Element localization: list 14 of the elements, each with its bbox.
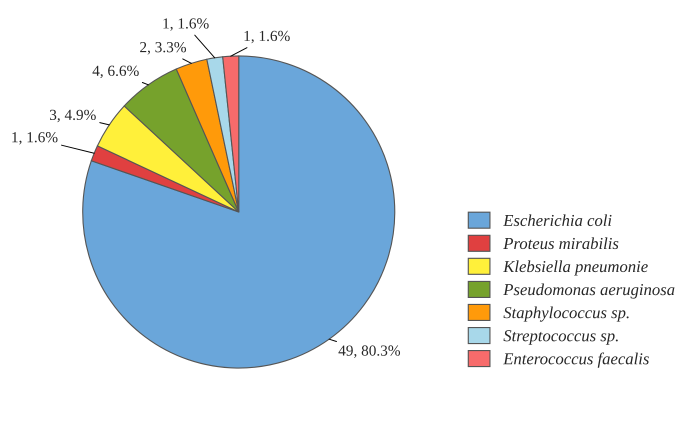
data-label: 3, 4.9% (50, 110, 96, 122)
data-label: 1, 1.6% (12, 132, 58, 145)
data-label: 1, 1.6% (163, 18, 209, 31)
data-label: 4, 6.6% (92, 66, 139, 78)
legend-label: Staphylococcus sp. (503, 306, 629, 322)
data-label: 49, 80.3% (338, 345, 400, 358)
legend-label: Enterococcus faecalis (503, 352, 649, 368)
legend-label: Klebsiella pneumonie (503, 260, 648, 276)
legend-label: Pseudomonas aeruginosa (503, 283, 674, 299)
legend-label: Proteus mirabilis (503, 237, 618, 250)
data-label: 1, 1.6% (244, 30, 290, 44)
legend-label: Escherichia coli (503, 214, 612, 226)
data-label: 2, 3.3% (140, 42, 186, 55)
legend-label: Streptococcus sp. (503, 330, 618, 345)
